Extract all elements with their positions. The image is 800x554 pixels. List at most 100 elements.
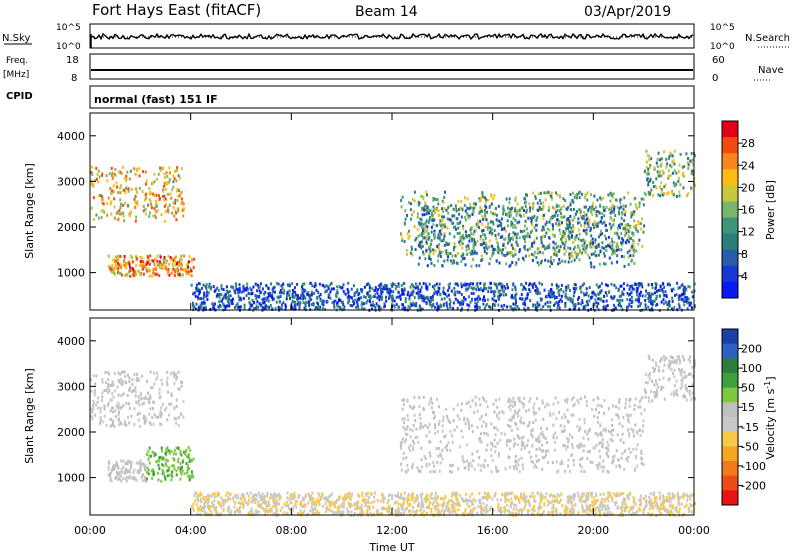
heatmap-cell xyxy=(429,400,432,403)
heatmap-cell xyxy=(418,396,421,399)
heatmap-cell xyxy=(644,303,647,307)
heatmap-cell xyxy=(530,218,533,222)
heatmap-cell xyxy=(92,407,95,411)
heatmap-cell xyxy=(641,396,644,400)
heatmap-cell xyxy=(509,239,511,243)
heatmap-cell xyxy=(117,379,120,383)
heatmap-cell xyxy=(424,201,427,205)
heatmap-cell xyxy=(434,211,437,215)
heatmap-cell xyxy=(439,440,442,444)
heatmap-cell xyxy=(559,462,562,466)
heatmap-cell xyxy=(437,447,440,450)
heatmap-cell xyxy=(613,283,616,287)
heatmap-cell xyxy=(103,389,106,393)
heatmap-cell xyxy=(133,476,136,479)
heatmap-cell xyxy=(474,298,477,301)
heatmap-cell xyxy=(611,240,614,244)
heatmap-cell xyxy=(483,465,486,469)
heatmap-cell xyxy=(133,270,136,274)
heatmap-cell xyxy=(419,223,422,227)
heatmap-cell xyxy=(114,409,117,413)
heatmap-cell xyxy=(524,288,527,291)
heatmap-cell xyxy=(484,200,487,204)
heatmap-cell xyxy=(402,289,405,293)
heatmap-cell xyxy=(460,260,463,263)
heatmap-cell xyxy=(523,244,526,248)
heatmap-cell xyxy=(449,282,452,286)
heatmap-cell xyxy=(441,207,443,211)
heatmap-cell xyxy=(537,458,540,462)
heatmap-cell xyxy=(587,303,589,307)
heatmap-cell xyxy=(593,194,596,198)
heatmap-cell xyxy=(437,422,440,426)
heatmap-cell xyxy=(534,195,537,199)
heatmap-cell xyxy=(117,258,120,261)
heatmap-cell xyxy=(196,295,199,299)
heatmap-cell xyxy=(427,298,430,302)
heatmap-cell xyxy=(557,285,560,288)
heatmap-cell xyxy=(400,233,403,237)
heatmap-cell xyxy=(109,202,112,206)
heatmap-cell xyxy=(427,211,430,215)
heatmap-cell xyxy=(530,252,533,256)
heatmap-cell xyxy=(465,245,468,249)
heatmap-cell xyxy=(568,236,571,240)
heatmap-cell xyxy=(142,170,145,174)
heatmap-cell xyxy=(631,287,634,291)
heatmap-cell xyxy=(521,463,524,467)
heatmap-cell xyxy=(523,492,526,496)
heatmap-cell xyxy=(592,252,595,256)
heatmap-cell xyxy=(421,240,423,244)
heatmap-cell xyxy=(158,391,161,395)
heatmap-cell xyxy=(514,296,517,300)
heatmap-cell xyxy=(583,205,586,209)
frequency-panel: Freq. [MHz] 18 8 60 0 Nave xyxy=(3,53,784,84)
heatmap-cell xyxy=(350,514,353,518)
heatmap-cell xyxy=(617,248,620,251)
heatmap-cell xyxy=(678,190,681,194)
heatmap-cell xyxy=(637,405,640,409)
heatmap-cell xyxy=(557,222,560,226)
heatmap-cell xyxy=(113,216,116,220)
heatmap-cell xyxy=(303,295,306,299)
heatmap-cell xyxy=(537,192,540,196)
heatmap-cell xyxy=(216,491,219,495)
heatmap-cell xyxy=(485,422,488,426)
heatmap-cell xyxy=(546,441,548,444)
heatmap-cell xyxy=(286,496,289,500)
heatmap-cell xyxy=(605,294,608,297)
heatmap-cell xyxy=(107,465,110,469)
heatmap-cell xyxy=(273,290,276,294)
heatmap-cell xyxy=(326,505,329,509)
heatmap-cell xyxy=(399,297,402,301)
heatmap-cell xyxy=(437,290,440,293)
heatmap-cell xyxy=(603,411,605,415)
heatmap-cell xyxy=(142,272,145,276)
heatmap-cell xyxy=(666,162,669,166)
heatmap-cell xyxy=(667,176,670,180)
heatmap-cell xyxy=(383,302,386,306)
heatmap-cell xyxy=(310,298,313,302)
heatmap-cell xyxy=(472,282,474,286)
heatmap-cell xyxy=(498,261,501,265)
heatmap-cell xyxy=(514,196,517,200)
heatmap-cell xyxy=(650,299,653,303)
heatmap-cell xyxy=(116,385,119,389)
heatmap-cell xyxy=(567,297,570,301)
heatmap-cell xyxy=(436,224,438,228)
heatmap-cell xyxy=(109,424,112,428)
heatmap-cell xyxy=(515,299,517,303)
heatmap-cell xyxy=(648,377,651,381)
heatmap-cell xyxy=(269,291,272,295)
heatmap-cell xyxy=(514,288,517,292)
heatmap-cell xyxy=(127,189,130,193)
heatmap-cell xyxy=(443,259,446,263)
heatmap-cell xyxy=(102,208,105,212)
heatmap-cell xyxy=(668,495,671,499)
heatmap-cell xyxy=(670,392,673,396)
heatmap-cell xyxy=(479,205,482,209)
heatmap-cell xyxy=(579,286,582,290)
heatmap-cell xyxy=(401,307,404,311)
heatmap-cell xyxy=(622,282,625,286)
heatmap-cell xyxy=(115,460,118,464)
